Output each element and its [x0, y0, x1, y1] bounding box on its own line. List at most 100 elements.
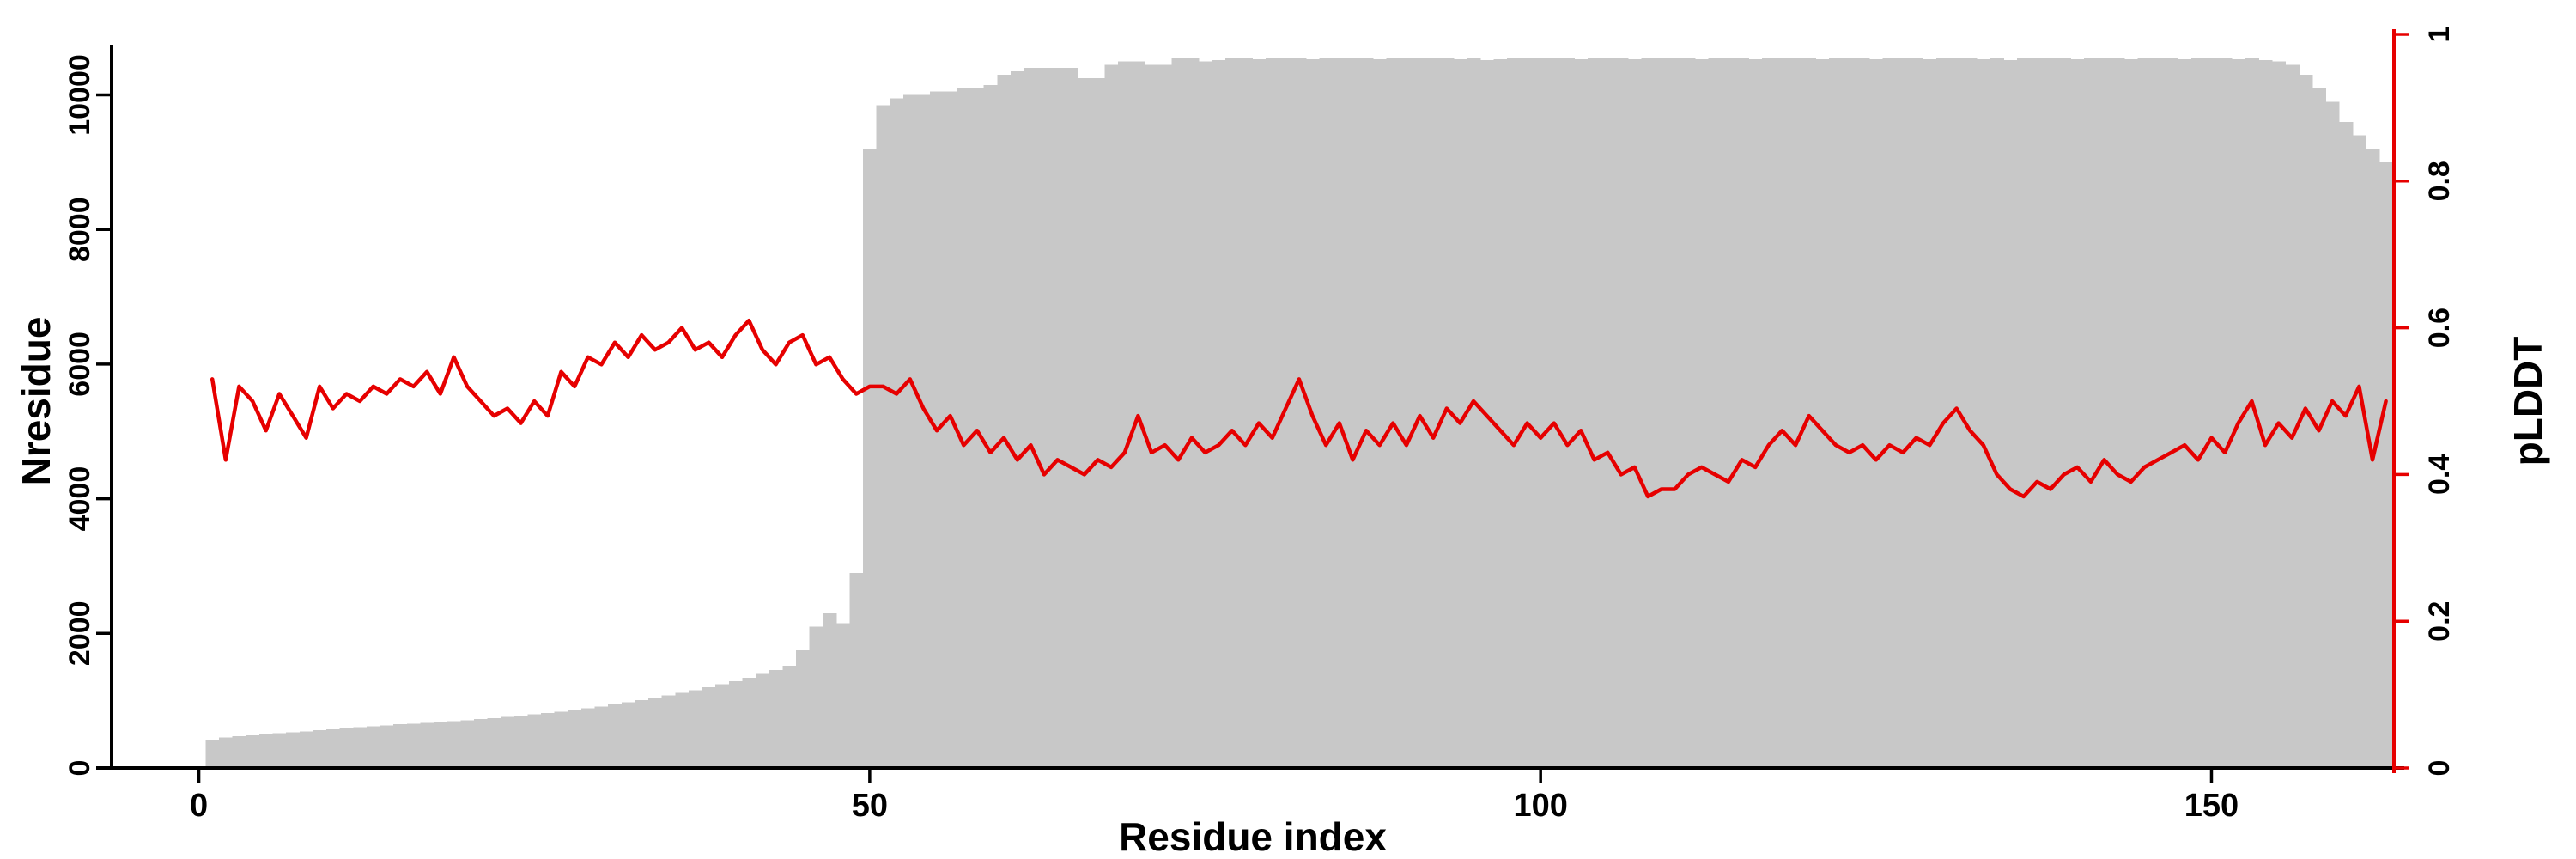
residue-bar: [621, 702, 636, 768]
residue-bar: [1453, 58, 1467, 769]
residue-bar: [1735, 58, 1750, 769]
residue-bar: [1117, 61, 1133, 769]
y-right-tick-label: 1: [2423, 27, 2456, 43]
residue-bar: [580, 708, 596, 768]
residue-bar: [2151, 58, 2166, 769]
residue-bar: [1507, 58, 1522, 768]
residue-bar: [742, 678, 756, 768]
residue-bar: [1467, 58, 1481, 768]
residue-bar: [728, 680, 744, 768]
residue-bar: [2111, 58, 2125, 769]
residue-bar: [916, 94, 931, 768]
residue-bar: [1171, 58, 1186, 769]
x-tick-label: 0: [190, 788, 208, 824]
y-right-axis-title: pLDDT: [2506, 337, 2550, 466]
residue-bar: [795, 649, 811, 768]
y-right-tick-label: 0.6: [2423, 308, 2456, 348]
residue-bar: [1936, 58, 1951, 769]
residue-bar: [2258, 59, 2273, 768]
y-right-tick-label: 0.8: [2423, 161, 2456, 201]
residue-bar: [1694, 58, 1710, 769]
residue-bar: [1078, 77, 1092, 769]
residue-bar: [1145, 64, 1159, 768]
residue-bar: [970, 88, 985, 769]
residue-bar: [1977, 58, 1991, 769]
residue-bar: [1252, 58, 1267, 769]
residue-bar: [1010, 71, 1025, 769]
residue-bar: [1212, 59, 1226, 768]
y-right-tick-label: 0.2: [2423, 601, 2456, 642]
residue-bar: [2070, 58, 2085, 769]
x-tick-label: 100: [1513, 788, 1567, 824]
residue-bar: [299, 731, 314, 768]
residue-bar: [1775, 58, 1789, 769]
residue-bar: [756, 673, 770, 768]
residue-bar: [406, 723, 422, 768]
residue-bar: [1708, 58, 1722, 769]
residue-bar: [2097, 58, 2111, 768]
y-left-axis-title: Nresidue: [14, 317, 58, 486]
residue-bar: [1426, 58, 1441, 769]
residue-bar: [1574, 58, 1589, 769]
residue-bar: [258, 734, 274, 768]
residue-bar: [1224, 58, 1240, 769]
residue-bar: [2123, 58, 2139, 769]
residue-bar: [1157, 64, 1173, 768]
residue-bar: [1587, 58, 1602, 768]
residue-bar: [809, 626, 823, 768]
y-left-tick-label: 4000: [64, 466, 96, 532]
residue-bar: [1104, 64, 1119, 768]
residue-bar: [1601, 58, 1615, 769]
residue-bar: [902, 94, 918, 768]
residue-bar: [1185, 58, 1200, 769]
residue-bar: [1439, 58, 1455, 769]
line-layer: [210, 318, 2388, 499]
residue-bar: [943, 91, 958, 769]
residue-bar: [2352, 135, 2366, 768]
residue-bar: [1990, 58, 2004, 768]
residue-bar: [1627, 58, 1643, 769]
residue-bar: [2379, 161, 2394, 769]
residue-bar: [1520, 58, 1535, 769]
residue-bar: [1722, 58, 1736, 768]
residue-bar: [286, 732, 301, 768]
y-left-tick-label: 6000: [64, 332, 96, 397]
residue-bar: [339, 728, 354, 768]
residue-bar: [393, 724, 408, 768]
residue-bar: [541, 713, 556, 768]
residue-bar: [702, 687, 716, 768]
residue-bar: [1546, 58, 1562, 768]
residue-bar: [1614, 58, 1629, 768]
residue-bar: [715, 684, 730, 768]
residue-bar: [1198, 61, 1213, 769]
residue-bar: [849, 572, 864, 768]
residue-bar: [1346, 58, 1360, 768]
residue-bar: [2044, 58, 2058, 769]
residue-bar: [782, 665, 797, 768]
residue-bar: [473, 719, 489, 768]
x-tick-label: 50: [852, 788, 888, 824]
residue-bar: [876, 105, 891, 768]
residue-bar: [983, 84, 999, 768]
residue-bar: [1386, 58, 1400, 768]
residue-bar: [1319, 58, 1334, 769]
residue-bar: [1238, 58, 1253, 769]
residue-bar: [661, 695, 676, 768]
residue-bar: [1024, 68, 1038, 769]
residue-bar: [1668, 58, 1682, 769]
residue-bar: [648, 698, 663, 768]
residue-bar: [527, 714, 542, 768]
residue-bar: [769, 670, 784, 768]
residue-bar: [420, 722, 434, 768]
residue-bar: [1762, 58, 1777, 768]
residue-bar: [2338, 121, 2354, 769]
residue-bar: [2299, 75, 2313, 768]
residue-bar: [513, 716, 529, 768]
y-right-tick-label: 0.4: [2423, 454, 2456, 495]
x-tick-label: 150: [2184, 788, 2239, 824]
y-left-tick-label: 0: [64, 760, 96, 777]
residue-bar: [688, 690, 703, 768]
residue-bar: [2003, 59, 2018, 768]
residue-bar: [1037, 68, 1052, 769]
